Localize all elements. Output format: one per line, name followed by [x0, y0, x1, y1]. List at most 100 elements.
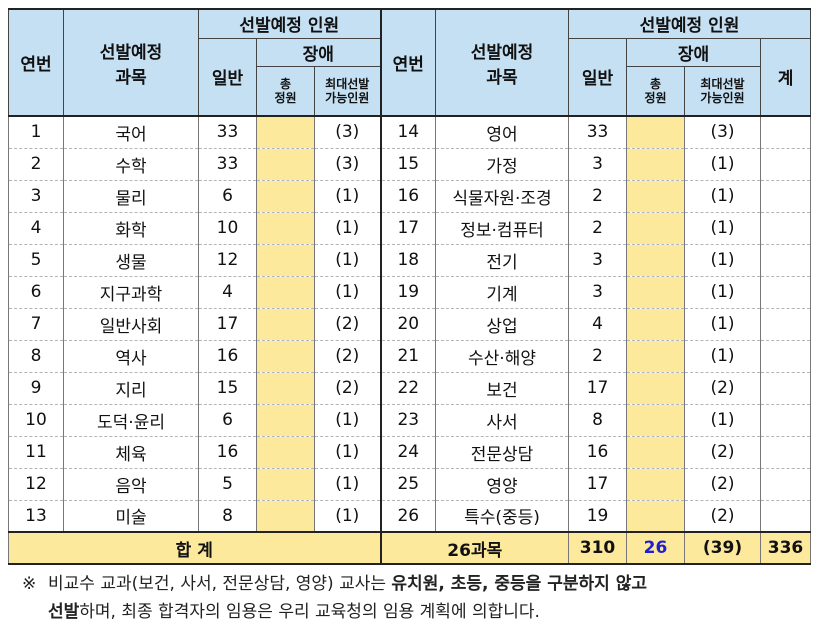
cell-subject: 전기	[435, 243, 570, 277]
cell-general: 4	[198, 275, 257, 309]
footnote: ※ 비교수 교과(보건, 사서, 전문상담, 영양) 교사는 유치원, 초등, 중…	[22, 570, 812, 626]
total-general: 310	[568, 531, 628, 565]
cell-subject: 도덕·윤리	[63, 403, 199, 437]
cell-disabled-total	[626, 307, 686, 341]
cell-max: (2)	[684, 499, 762, 533]
table-row: 8 역사 16 (2) 21 수산·해양 2 (1)	[8, 339, 812, 373]
cell-general: 6	[198, 179, 257, 213]
note-mark: ※	[22, 574, 37, 594]
header-group-left: 선발예정 인원	[197, 8, 382, 39]
cell-max: (1)	[684, 339, 762, 373]
cell-no: 21	[379, 339, 437, 373]
cell-general: 17	[568, 371, 628, 405]
table-row: 7 일반사회 17 (2) 20 상업 4 (1)	[8, 307, 812, 341]
cell-subject: 영양	[435, 467, 570, 501]
cell-max: (2)	[313, 339, 382, 373]
cell-no: 23	[379, 403, 437, 437]
cell-max: (1)	[313, 499, 382, 533]
cell-disabled-total	[626, 403, 686, 437]
total-subjects: 26과목	[379, 531, 570, 565]
header-subject-line1: 선발예정	[99, 42, 163, 63]
total-label: 합 계	[7, 531, 382, 565]
cell-no: 9	[8, 371, 64, 405]
cell-max: (1)	[684, 147, 762, 181]
header-max-line2: 가능인원	[325, 90, 370, 105]
cell-max: (3)	[684, 115, 762, 149]
cell-sum	[760, 179, 812, 213]
cell-sum	[760, 435, 812, 469]
table-row: 13 미술 8 (1) 26 특수(중등) 19 (2)	[8, 499, 812, 533]
cell-subject: 사서	[435, 403, 570, 437]
cell-sum	[760, 499, 812, 533]
cell-max: (3)	[313, 147, 382, 181]
cell-general: 8	[198, 499, 257, 533]
header-total-line2: 정원	[274, 90, 297, 105]
header-total-right: 총 정원	[626, 65, 686, 117]
cell-general: 6	[198, 403, 257, 437]
cell-general: 33	[198, 115, 257, 149]
cell-general: 5	[198, 467, 257, 501]
cell-max: (1)	[684, 179, 762, 213]
cell-subject: 물리	[63, 179, 199, 213]
cell-disabled-total	[256, 115, 315, 149]
cell-no: 1	[8, 115, 64, 149]
cell-max: (1)	[684, 275, 762, 309]
header-total-line1: 총	[649, 76, 662, 91]
cell-disabled-total	[626, 339, 686, 373]
cell-subject: 식물자원·조경	[435, 179, 570, 213]
total-sum: 336	[760, 531, 812, 565]
cell-disabled-total	[626, 467, 686, 501]
cell-disabled-total	[626, 371, 686, 405]
header-subject-line2: 과목	[115, 67, 147, 88]
cell-disabled-total	[256, 403, 315, 437]
cell-disabled-total	[626, 435, 686, 469]
cell-general: 17	[568, 467, 628, 501]
cell-subject: 지구과학	[63, 275, 199, 309]
recruitment-table: 연번 선발예정 과목 선발예정 인원 연번 선발예정 과목 선발예정 인원 일반…	[7, 8, 812, 565]
cell-no: 14	[379, 115, 437, 149]
cell-max: (2)	[313, 371, 382, 405]
header-total-line1: 총	[279, 76, 292, 91]
cell-disabled-total	[256, 307, 315, 341]
cell-subject: 일반사회	[63, 307, 199, 341]
cell-max: (1)	[684, 403, 762, 437]
header-disabled-left: 장애	[255, 37, 382, 67]
cell-general: 16	[568, 435, 628, 469]
header-max-line1: 최대선발	[325, 76, 370, 91]
cell-subject: 화학	[63, 211, 199, 245]
header-subject-left: 선발예정 과목	[63, 8, 199, 117]
cell-no: 2	[8, 147, 64, 181]
cell-disabled-total	[626, 499, 686, 533]
cell-no: 8	[8, 339, 64, 373]
cell-disabled-total	[256, 243, 315, 277]
cell-general: 2	[568, 179, 628, 213]
cell-disabled-total	[626, 211, 686, 245]
cell-sum	[760, 403, 812, 437]
cell-sum	[760, 243, 812, 277]
table-row: 6 지구과학 4 (1) 19 기계 3 (1)	[8, 275, 812, 309]
note-text-before: 비교수 교과(보건, 사서, 전문상담, 영양) 교사는	[48, 574, 392, 594]
header-subject-line2: 과목	[486, 67, 518, 88]
cell-no: 26	[379, 499, 437, 533]
table-row: 10 도덕·윤리 6 (1) 23 사서 8 (1)	[8, 403, 812, 437]
cell-no: 16	[379, 179, 437, 213]
cell-max: (1)	[684, 307, 762, 341]
cell-max: (2)	[684, 371, 762, 405]
header-subject-line1: 선발예정	[470, 42, 534, 63]
header-group-right: 선발예정 인원	[568, 8, 812, 39]
table-row: 4 화학 10 (1) 17 정보·컴퓨터 2 (1)	[8, 211, 812, 245]
cell-no: 12	[8, 467, 64, 501]
header-total-left: 총 정원	[256, 65, 315, 117]
cell-sum	[760, 275, 812, 309]
cell-general: 16	[198, 435, 257, 469]
cell-max: (1)	[313, 435, 382, 469]
cell-subject: 가정	[435, 147, 570, 181]
cell-subject: 수산·해양	[435, 339, 570, 373]
cell-sum	[760, 371, 812, 405]
header-max-right: 최대선발 가능인원	[684, 65, 762, 117]
cell-no: 15	[379, 147, 437, 181]
table-row: 12 음악 5 (1) 25 영양 17 (2)	[8, 467, 812, 501]
cell-max: (1)	[313, 243, 382, 277]
cell-max: (1)	[313, 275, 382, 309]
cell-disabled-total	[626, 275, 686, 309]
